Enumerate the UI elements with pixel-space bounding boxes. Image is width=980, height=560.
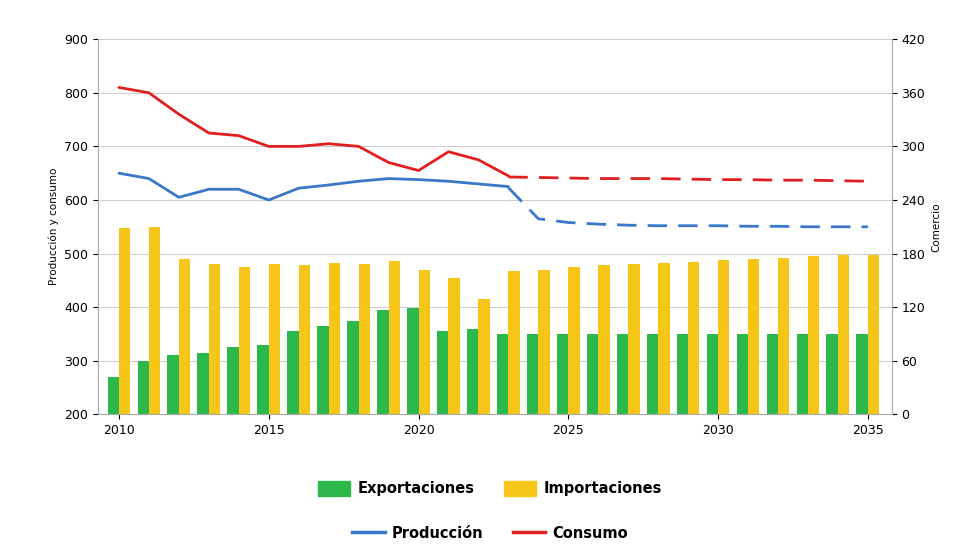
Bar xyxy=(209,264,221,521)
Bar xyxy=(778,258,789,521)
Bar xyxy=(359,264,370,521)
Bar xyxy=(467,329,478,521)
Bar xyxy=(299,265,310,521)
Bar xyxy=(377,310,388,521)
Bar xyxy=(258,345,269,521)
Bar xyxy=(149,227,161,521)
Bar xyxy=(388,260,400,521)
Bar xyxy=(478,299,490,521)
Bar xyxy=(748,259,760,521)
Bar xyxy=(568,267,580,521)
Legend: Producción, Consumo: Producción, Consumo xyxy=(347,520,633,547)
Bar xyxy=(766,334,778,521)
Bar xyxy=(418,270,430,521)
Bar xyxy=(509,270,519,521)
Bar xyxy=(318,326,328,521)
Y-axis label: Comercio: Comercio xyxy=(931,202,941,251)
Bar xyxy=(557,334,568,521)
Bar xyxy=(857,334,868,521)
Bar xyxy=(826,334,838,521)
Bar xyxy=(239,267,250,521)
Bar xyxy=(328,263,340,521)
Bar xyxy=(808,256,819,521)
Bar xyxy=(707,334,718,521)
Bar xyxy=(108,377,119,521)
Bar xyxy=(598,265,610,521)
Bar xyxy=(587,334,598,521)
Bar xyxy=(269,264,280,521)
Bar xyxy=(119,228,130,521)
Bar xyxy=(437,332,449,521)
Bar xyxy=(797,334,808,521)
Bar xyxy=(868,255,879,521)
Bar xyxy=(527,334,538,521)
Bar xyxy=(227,347,239,521)
Bar xyxy=(179,259,190,521)
Bar xyxy=(677,334,688,521)
Bar xyxy=(137,361,149,521)
Bar xyxy=(449,278,460,521)
Bar xyxy=(287,332,299,521)
Bar xyxy=(616,334,628,521)
Bar xyxy=(407,308,418,521)
Bar xyxy=(628,264,640,521)
Bar xyxy=(659,263,669,521)
Bar xyxy=(737,334,748,521)
Bar xyxy=(647,334,659,521)
Bar xyxy=(718,260,729,521)
Bar xyxy=(168,356,179,521)
Y-axis label: Producción y consumo: Producción y consumo xyxy=(48,168,59,286)
Bar xyxy=(347,320,359,521)
Bar xyxy=(197,353,209,521)
Legend: Exportaciones, Importaciones: Exportaciones, Importaciones xyxy=(313,475,667,502)
Bar xyxy=(838,255,850,521)
Bar xyxy=(497,334,509,521)
Bar xyxy=(688,262,700,521)
Bar xyxy=(538,270,550,521)
